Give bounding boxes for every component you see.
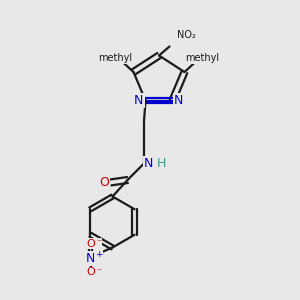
Text: O: O	[100, 176, 109, 189]
Text: ⁻: ⁻	[96, 267, 102, 278]
Text: N: N	[144, 157, 153, 170]
Text: O: O	[86, 267, 95, 278]
Text: N: N	[134, 94, 144, 107]
Text: N: N	[174, 94, 183, 107]
Text: methyl: methyl	[98, 53, 133, 63]
Text: O: O	[86, 238, 95, 249]
Text: N: N	[86, 251, 95, 265]
Text: +: +	[95, 250, 102, 259]
Text: H: H	[157, 157, 166, 170]
Text: NO₂: NO₂	[177, 30, 196, 40]
Text: ⁻: ⁻	[96, 238, 102, 249]
Text: methyl: methyl	[185, 53, 220, 63]
